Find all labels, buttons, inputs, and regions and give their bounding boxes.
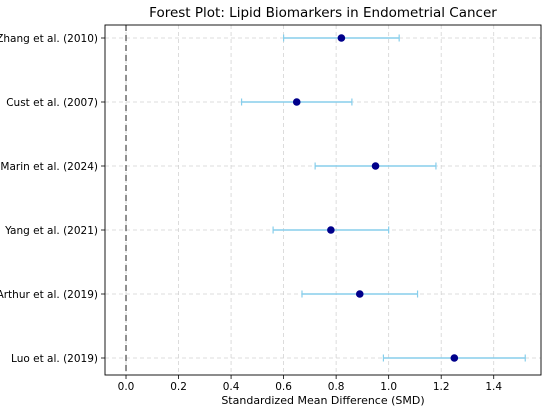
x-axis-label: Standardized Mean Difference (SMD) xyxy=(221,394,424,407)
grid-lines xyxy=(105,25,541,375)
effect-size-point xyxy=(337,34,346,42)
effect-size-point xyxy=(292,98,301,106)
study-label: Luo et al. (2019) xyxy=(11,353,98,365)
data-marks xyxy=(125,25,526,375)
study-label: Zhang et al. (2010) xyxy=(0,33,98,45)
x-tick-label: 0.2 xyxy=(170,381,187,393)
study-label: Cust et al. (2007) xyxy=(6,97,98,109)
x-tick-label: 0.8 xyxy=(328,381,345,393)
study-label: Arthur et al. (2019) xyxy=(0,289,98,301)
x-tick-label: 1.0 xyxy=(380,381,397,393)
chart-title: Forest Plot: Lipid Biomarkers in Endomet… xyxy=(149,5,497,21)
x-tick-label: 0.4 xyxy=(223,381,240,393)
effect-size-point xyxy=(371,162,380,170)
x-tick-label: 1.2 xyxy=(433,381,450,393)
axes: 0.0 0.2 0.4 0.6 0.8 1.0 1.2 1.4 Zhang et al. (20… xyxy=(0,24,542,393)
effect-size-point xyxy=(450,354,459,362)
study-label: Yang et al. (2021) xyxy=(4,225,98,237)
x-tick-label: 1.4 xyxy=(485,381,502,393)
x-tick-label: 0.6 xyxy=(275,381,292,393)
x-tick-label: 0.0 xyxy=(118,381,135,393)
effect-size-point xyxy=(355,290,364,298)
plot-frame xyxy=(104,24,542,376)
effect-size-point xyxy=(327,226,335,234)
study-label: Marin et al. (2024) xyxy=(0,161,98,173)
